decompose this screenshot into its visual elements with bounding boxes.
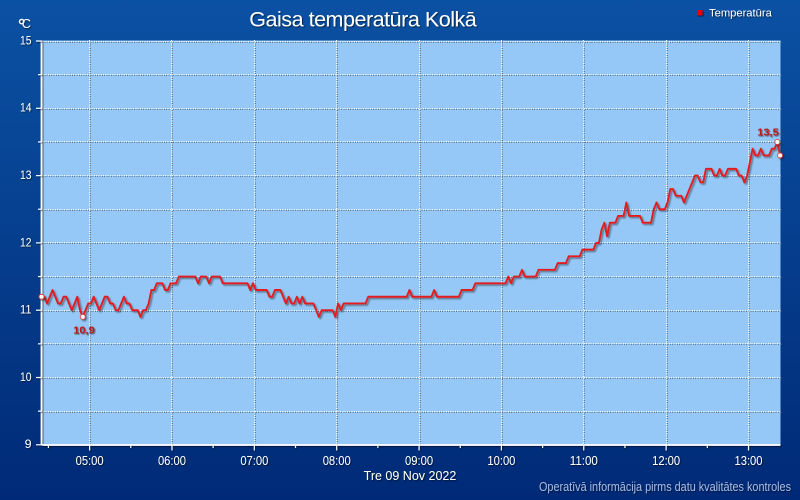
svg-text:11:00: 11:00 — [570, 453, 598, 468]
svg-text:10,9: 10,9 — [73, 326, 95, 337]
svg-text:06:00: 06:00 — [158, 453, 186, 468]
svg-text:Operatīvā informācija pirms da: Operatīvā informācija pirms datu kvalitā… — [539, 479, 791, 494]
svg-text:10: 10 — [20, 370, 32, 384]
svg-text:09:00: 09:00 — [405, 453, 433, 468]
svg-text:13:00: 13:00 — [735, 453, 763, 468]
svg-text:10:00: 10:00 — [487, 453, 515, 468]
svg-text:C: C — [22, 16, 31, 31]
svg-text:07:00: 07:00 — [240, 453, 268, 468]
svg-text:14: 14 — [20, 101, 32, 115]
svg-text:05:00: 05:00 — [76, 453, 104, 468]
svg-text:12:00: 12:00 — [652, 453, 680, 468]
svg-text:9: 9 — [25, 437, 32, 451]
svg-text:Tre 09 Nov 2022: Tre 09 Nov 2022 — [364, 469, 457, 483]
svg-text:Temperatūra: Temperatūra — [709, 8, 773, 20]
svg-text:12: 12 — [20, 235, 32, 249]
svg-text:11: 11 — [20, 303, 32, 317]
svg-text:13: 13 — [20, 168, 32, 182]
svg-text:13,5: 13,5 — [757, 128, 779, 139]
svg-text:08:00: 08:00 — [323, 453, 351, 468]
svg-text:Gaisa temperatūra Kolkā: Gaisa temperatūra Kolkā — [249, 8, 477, 32]
svg-text:15: 15 — [20, 33, 32, 47]
